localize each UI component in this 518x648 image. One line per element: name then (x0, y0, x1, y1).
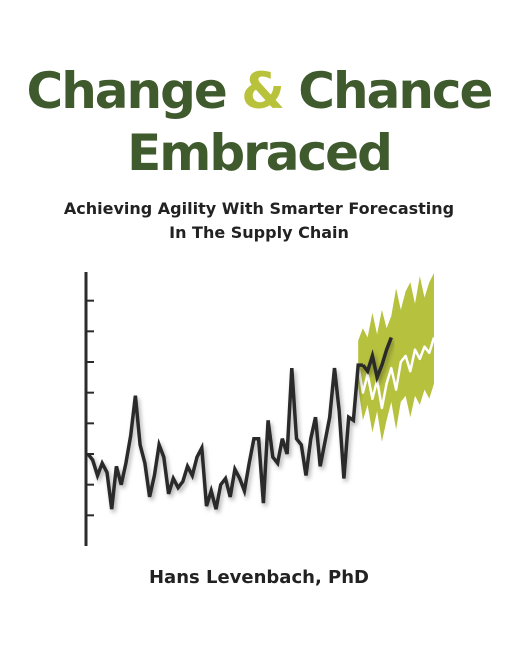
forecast-chart (84, 272, 436, 546)
title-line-2: Embraced (127, 124, 393, 182)
title-word-chance: Chance (298, 62, 493, 120)
history-series-line (86, 363, 363, 510)
title-ampersand: & (241, 62, 285, 120)
author-name: Hans Levenbach, PhD (148, 567, 369, 588)
forecast-interval-band (358, 273, 434, 442)
y-axis-ticks (86, 299, 94, 517)
subtitle-line-2: In The Supply Chain (169, 223, 349, 242)
title-space-2 (283, 62, 298, 120)
title-word-change: Change (26, 62, 228, 120)
forecast-line (356, 337, 436, 410)
actual-extension-line (361, 336, 393, 384)
title-space-1 (226, 62, 241, 120)
subtitle-line-1: Achieving Agility With Smarter Forecasti… (63, 199, 455, 218)
title-line-1: Change & Chance (0, 62, 518, 120)
